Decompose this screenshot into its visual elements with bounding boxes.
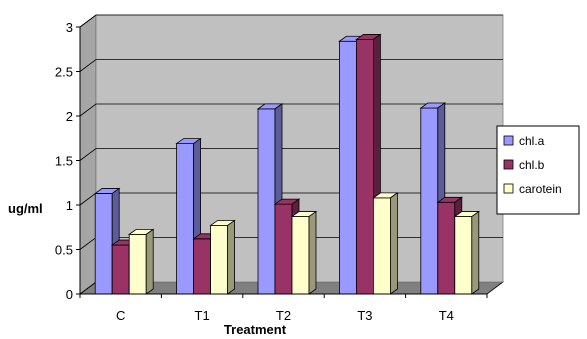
y-axis-title: ug/ml — [8, 201, 43, 216]
y-tick-label-5: 2.5 — [55, 65, 73, 80]
legend-label-carotein: carotein — [519, 182, 562, 196]
legend: chl.a chl.b carotein — [496, 125, 580, 215]
x-axis-title: Treatment — [224, 322, 287, 337]
y-tick-label-3: 1.5 — [55, 154, 73, 169]
bar-side-carotein-T1 — [227, 219, 236, 295]
y-tick-label-0: 0 — [66, 287, 73, 302]
x-tick-label-T2: T2 — [276, 308, 291, 323]
bar-front-chl.b-T3 — [355, 39, 374, 295]
x-tick-labels: C T1 T2 T3 T4 — [116, 308, 454, 323]
legend-label-chl.b: chl.b — [519, 158, 545, 172]
bar-front-carotein-T4 — [454, 216, 473, 295]
bar-carotein-C — [127, 228, 155, 295]
bar-front-chl.a-T4 — [420, 107, 439, 295]
x-tick-label-C: C — [116, 308, 125, 323]
gridline-6 — [79, 14, 503, 28]
bar-carotein-T2 — [290, 210, 318, 295]
bar-front-chl.a-T3 — [338, 40, 357, 295]
bar-side-carotein-T2 — [308, 210, 317, 295]
bar-front-chl.b-T2 — [274, 203, 293, 295]
bar-front-chl.a-T1 — [176, 143, 195, 295]
y-tick-labels: 0 0.5 1 1.5 2 2.5 3 — [55, 20, 73, 302]
y-tick-label-1: 0.5 — [55, 243, 73, 258]
legend-swatch-chl.a — [503, 135, 514, 146]
y-tick-label-2: 1 — [66, 198, 73, 213]
bar-front-chl.a-T2 — [257, 108, 276, 295]
bar-carotein-T3 — [372, 192, 399, 295]
x-tick-label-T1: T1 — [195, 308, 210, 323]
bar-front-carotein-C — [128, 233, 147, 295]
y-tick-label-4: 2 — [66, 109, 73, 124]
legend-swatch-carotein — [503, 183, 514, 194]
x-tick-label-T3: T3 — [357, 308, 372, 323]
x-tick-label-T4: T4 — [439, 308, 454, 323]
bar-side-carotein-T3 — [389, 192, 398, 295]
chart-bars — [93, 33, 481, 295]
bar-front-carotein-T2 — [291, 216, 310, 295]
bar-side-carotein-T4 — [471, 210, 480, 295]
bar-front-chl.b-C — [111, 244, 130, 295]
bar-front-chl.a-C — [94, 193, 113, 295]
bar-front-chl.b-T4 — [437, 201, 456, 295]
bar-front-carotein-T3 — [372, 197, 391, 295]
legend-swatch-chl.b — [503, 159, 514, 170]
bar-side-carotein-C — [145, 228, 154, 295]
bar-carotein-T4 — [453, 210, 481, 295]
bar-carotein-T1 — [209, 219, 236, 295]
chart-axes — [76, 26, 488, 298]
bar-front-chl.b-T1 — [193, 238, 212, 295]
legend-label-chl.a: chl.a — [519, 134, 545, 148]
y-tick-label-6: 3 — [66, 20, 73, 35]
bar-front-carotein-T1 — [210, 225, 229, 295]
